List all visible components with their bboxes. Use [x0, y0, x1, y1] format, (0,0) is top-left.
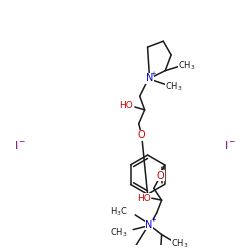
Text: CH$_3$: CH$_3$	[172, 237, 189, 250]
Text: N: N	[146, 74, 153, 84]
Text: N: N	[145, 220, 152, 230]
Text: CH$_3$: CH$_3$	[165, 80, 183, 92]
Text: HO: HO	[119, 102, 133, 110]
Text: I$^-$: I$^-$	[14, 139, 26, 151]
Text: O: O	[138, 130, 145, 140]
Text: CH$_3$: CH$_3$	[110, 226, 127, 239]
Text: H$_3$C: H$_3$C	[110, 206, 128, 218]
Text: HO: HO	[137, 194, 151, 203]
Text: +: +	[150, 70, 156, 76]
Text: O: O	[157, 171, 164, 181]
Text: I$^-$: I$^-$	[224, 139, 236, 151]
Text: CH$_3$: CH$_3$	[178, 60, 196, 72]
Text: +: +	[150, 217, 156, 223]
